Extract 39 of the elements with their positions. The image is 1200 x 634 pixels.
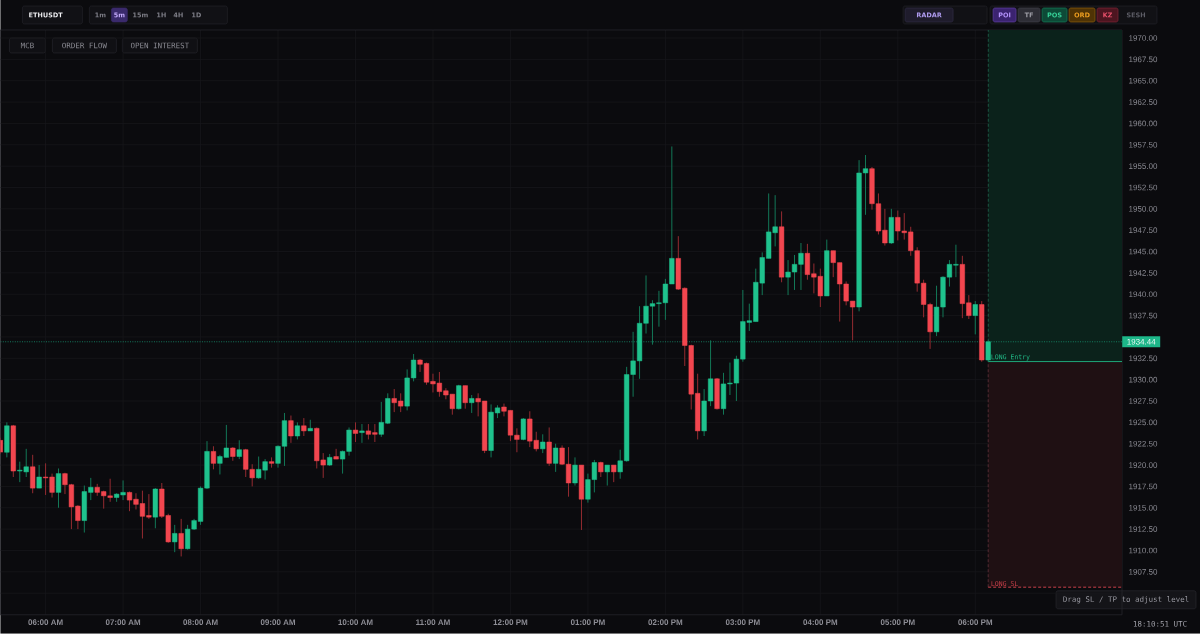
y-tick-label: 1920.00 <box>1129 462 1158 468</box>
y-tick-label: 1955.00 <box>1129 163 1158 170</box>
y-tick-label: 1937.50 <box>1129 312 1158 319</box>
y-tick-label: 1907.50 <box>1129 569 1158 575</box>
x-tick-label: 02:00 PM <box>648 619 683 626</box>
x-tick-label: 06:00 AM <box>28 619 63 626</box>
x-tick-label: 04:00 PM <box>803 619 838 626</box>
x-tick-label: 05:00 PM <box>880 619 915 626</box>
y-tick-label: 1917.50 <box>1129 483 1158 490</box>
y-tick-label: 1932.50 <box>1129 355 1158 362</box>
x-tick-label: 06:00 PM <box>958 619 993 626</box>
y-tick-label: 1930.00 <box>1129 376 1158 383</box>
y-tick-label: 1952.50 <box>1129 184 1158 191</box>
y-tick-label: 1960.00 <box>1129 120 1158 127</box>
x-tick-label: 10:00 AM <box>338 619 373 626</box>
x-tick-label: 03:00 PM <box>725 619 760 626</box>
x-tick-label: 08:00 AM <box>183 619 218 626</box>
y-tick-label: 1947.50 <box>1129 227 1158 234</box>
x-tick-label: 07:00 AM <box>105 619 141 626</box>
y-tick-label: 1965.00 <box>1129 78 1158 84</box>
x-tick-label: 11:00 AM <box>416 619 450 626</box>
x-tick-label: 12:00 PM <box>493 619 528 626</box>
y-tick-label: 1922.50 <box>1129 440 1158 447</box>
y-tick-label: 1910.00 <box>1129 547 1158 554</box>
y-tick-label: 1950.00 <box>1129 206 1158 212</box>
x-tick-label: 01:00 PM <box>570 619 605 626</box>
y-tick-label: 1970.00 <box>1129 35 1158 41</box>
x-tick-label: 09:00 AM <box>260 619 296 626</box>
y-tick-label: 1940.00 <box>1129 291 1158 298</box>
y-tick-label: 1925.00 <box>1129 419 1158 426</box>
y-tick-label: 1942.50 <box>1129 270 1158 276</box>
y-tick-label: 1915.00 <box>1129 505 1158 511</box>
ref-line-label: 1934.44 <box>1127 339 1156 345</box>
y-tick-label: 1927.50 <box>1129 398 1158 404</box>
y-tick-label: 1912.50 <box>1129 526 1158 533</box>
y-tick-label: 1962.50 <box>1129 99 1158 106</box>
y-tick-label: 1945.00 <box>1129 248 1158 255</box>
y-tick-label: 1967.50 <box>1129 56 1158 63</box>
y-tick-label: 1957.50 <box>1129 142 1158 148</box>
